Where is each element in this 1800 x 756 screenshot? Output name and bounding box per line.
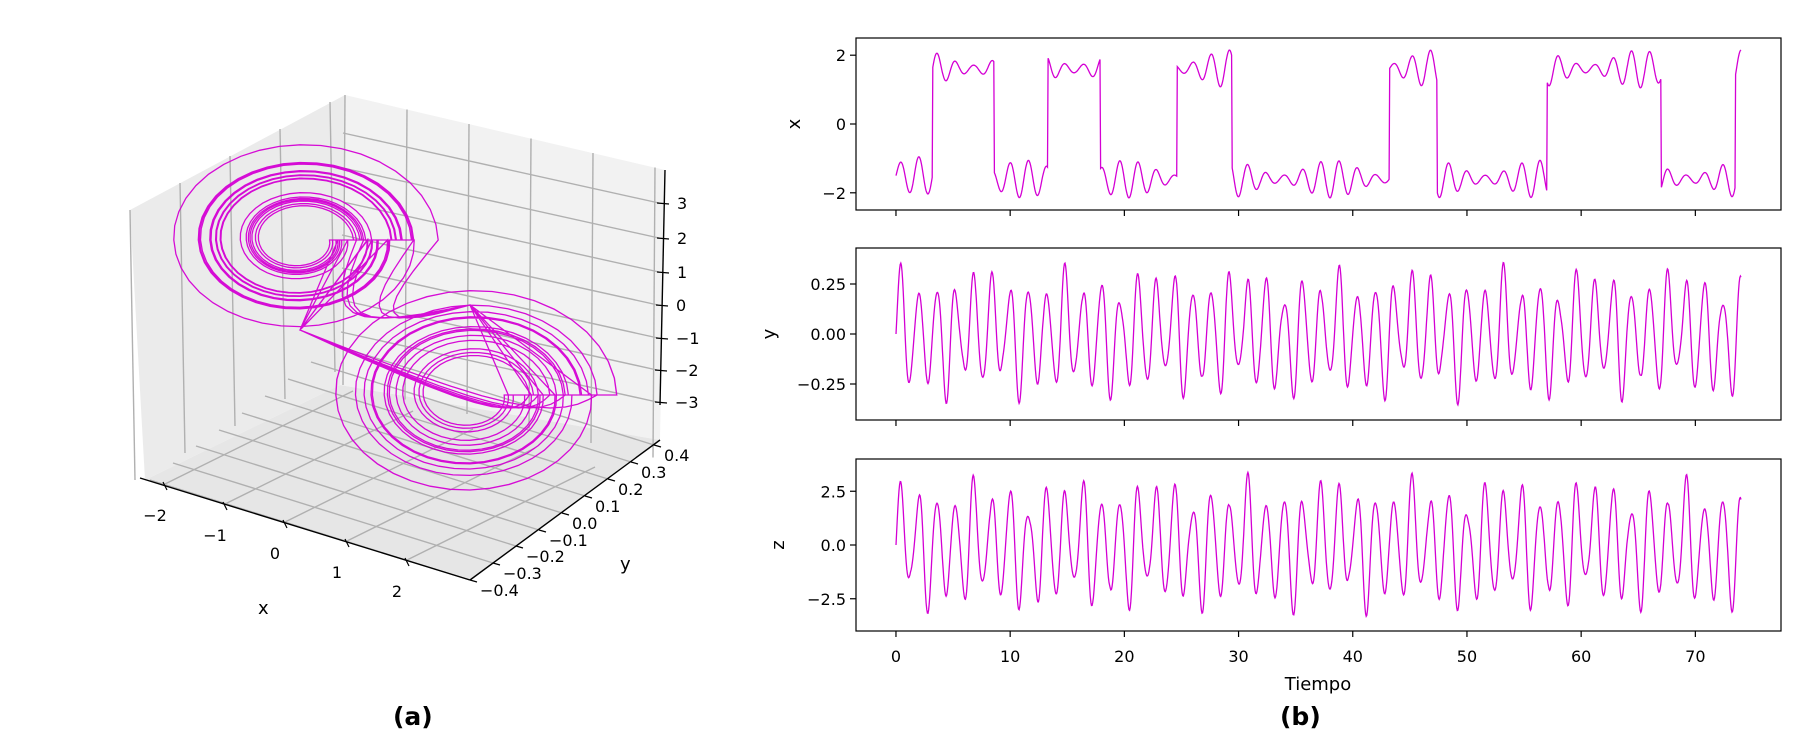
y-tick-label: −0.4 — [480, 581, 519, 600]
y-tick-label: 2 — [836, 46, 846, 65]
x-tick-label: 70 — [1685, 647, 1705, 666]
y-tick-label: 0 — [836, 115, 846, 134]
x-tick-label: 2 — [392, 582, 402, 601]
x-tick-label: 10 — [1000, 647, 1020, 666]
x-tick-label: 0 — [891, 647, 901, 666]
x-tick-label: 40 — [1343, 647, 1363, 666]
x-axis-label-tiempo: Tiempo — [1284, 674, 1352, 695]
z-tick-label: 0 — [676, 296, 686, 315]
y-tick-label: 0.0 — [572, 514, 597, 533]
y-tick-label: −0.25 — [797, 375, 846, 394]
panel-a-3d-plot: −2 −1 0 1 2 −0.4−0.3−0.2−0.10.00.10.20.30.4 3 2… — [129, 94, 700, 731]
panel-a-label: (a) — [393, 702, 433, 731]
x-axis-label: x — [258, 598, 269, 619]
z-axis-line — [659, 169, 666, 406]
floor-pane — [145, 385, 660, 580]
subplot-y-ylabel: y — [759, 328, 780, 339]
z-tick-label: 1 — [677, 263, 687, 282]
z-tick-label: −2 — [675, 361, 699, 380]
z-tick-label: 2 — [677, 229, 687, 248]
y-tick-label: −0.2 — [526, 547, 565, 566]
y-tick-label: −2 — [822, 184, 846, 203]
subplot-x-ylabel: x — [784, 118, 805, 129]
subplot-z-ylabel: z — [768, 540, 789, 549]
x-tick-label: 50 — [1457, 647, 1477, 666]
x-tick-label: 20 — [1114, 647, 1134, 666]
y-tick-label: 2.5 — [821, 482, 846, 501]
y-tick-label: −0.3 — [503, 564, 542, 583]
panel-b-time-series: x y z 20−20.250.00−0.252.50.0−2.50 10 20 30… — [759, 37, 1782, 731]
subplot-z: z — [768, 458, 1782, 632]
series-line-z — [895, 470, 1742, 618]
y-tick-label: −2.5 — [807, 590, 846, 609]
y-tick-label: 0.3 — [641, 463, 666, 482]
series-line-y — [895, 261, 1742, 407]
y-tick-label: −0.1 — [549, 531, 588, 550]
z-tick-label: 3 — [677, 194, 687, 213]
x-axis-line — [139, 477, 471, 581]
y-tick-label: 0.1 — [595, 497, 620, 516]
x-tick-label: 0 — [270, 544, 280, 563]
x-tick-label: 60 — [1571, 647, 1591, 666]
attractor-trajectory — [173, 144, 618, 491]
z-tick-label: −3 — [675, 393, 699, 412]
y-tick-label: 0.2 — [618, 480, 643, 499]
x-tick-label: −1 — [203, 526, 227, 545]
y-tick-label: 0.00 — [810, 325, 846, 344]
y-axis-label: y — [620, 554, 631, 575]
x-tick-label: 1 — [332, 563, 342, 582]
y-tick-label: 0.4 — [664, 446, 689, 465]
y-tick-label: 0.0 — [821, 536, 846, 555]
series-line-x — [895, 49, 1742, 199]
y-axis-line — [469, 439, 661, 581]
ticks-3d: −2 −1 0 1 2 −0.4−0.3−0.2−0.10.00.10.20.30.4 3 2… — [143, 194, 699, 601]
x-tick-label: −2 — [143, 506, 167, 525]
ticks-2d: 20−20.250.00−0.252.50.0−2.50 10 20 30 40 50 60… — [797, 46, 1742, 666]
x-tick-label: 30 — [1228, 647, 1248, 666]
panel-b-label: (b) — [1280, 702, 1321, 731]
z-tick-label: −1 — [676, 329, 700, 348]
y-tick-label: 0.25 — [810, 275, 846, 294]
